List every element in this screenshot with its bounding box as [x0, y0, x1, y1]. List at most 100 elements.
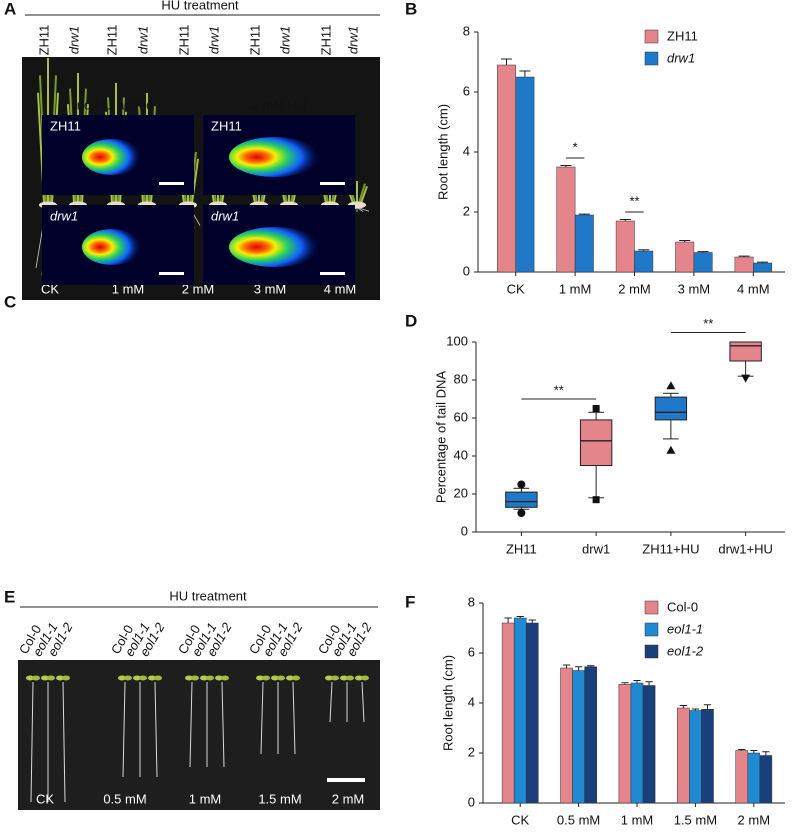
legend-swatch — [644, 29, 659, 44]
y-tick-label: 8 — [468, 594, 475, 609]
column-label: ZH11 — [176, 25, 191, 56]
cotyledon — [331, 675, 339, 681]
cotyledon — [200, 675, 208, 681]
cotyledon — [262, 675, 270, 681]
cotyledon — [191, 675, 199, 681]
root — [189, 681, 193, 768]
root — [329, 681, 333, 723]
legend-swatch — [644, 644, 659, 659]
x-tick-label: 1 mM — [559, 281, 592, 296]
bar — [501, 622, 515, 804]
cotyledon — [154, 675, 162, 681]
x-tick-label: drw1+HU — [718, 541, 773, 556]
photo-label: 1 mM — [112, 281, 145, 296]
y-tick-label: 0 — [461, 523, 468, 538]
y-tick-label: 6 — [468, 644, 475, 659]
x-tick-label: 1.5 mM — [674, 812, 717, 827]
cotyledon — [355, 675, 363, 681]
root — [260, 681, 264, 755]
y-tick-label: 0 — [468, 794, 475, 809]
panel-label: F — [405, 592, 415, 611]
shoot — [358, 183, 366, 204]
y-tick-label: 4 — [468, 694, 475, 709]
cotyledon — [277, 675, 285, 681]
x-tick-label: 2 mM — [738, 812, 771, 827]
panel-label: A — [4, 0, 16, 18]
x-tick-label: 2 mM — [618, 281, 651, 296]
column-label: drw1 — [277, 26, 292, 54]
y-axis-label: Root length (cm) — [440, 655, 455, 751]
comet — [229, 227, 321, 267]
bar — [615, 220, 635, 273]
bar — [701, 709, 714, 804]
root — [361, 681, 365, 723]
photo-label: CK — [36, 791, 54, 806]
root — [122, 681, 126, 778]
x-tick-label: ZH11+HU — [642, 541, 699, 556]
photo-label: 1 mM — [189, 791, 222, 806]
comet — [82, 229, 142, 265]
column-label: ZH11 — [36, 25, 51, 56]
y-tick-label: 20 — [454, 485, 468, 500]
cotyledon — [124, 675, 132, 681]
y-axis-label: Percentage of tail DNA — [433, 371, 448, 504]
root — [292, 681, 296, 755]
comet — [82, 139, 142, 175]
y-axis-label: Root length (cm) — [435, 104, 450, 200]
column-label: ZH11 — [318, 25, 333, 56]
cotyledon — [292, 675, 300, 681]
y-tick-label: 0 — [463, 263, 470, 278]
root — [357, 207, 364, 212]
photo-label: CK — [41, 281, 59, 296]
x-tick-label: CK — [507, 281, 525, 296]
panel-label: D — [405, 311, 417, 330]
x-tick-label: 0.5 mM — [557, 812, 600, 827]
shoot — [191, 158, 199, 204]
scale-bar — [320, 272, 345, 275]
bar — [734, 256, 754, 273]
cotyledon — [62, 675, 70, 681]
column-label: drw1 — [135, 26, 150, 54]
root — [358, 207, 370, 212]
root — [30, 681, 34, 803]
bar — [735, 750, 749, 804]
cell-label: ZH11 — [50, 118, 81, 133]
panel-label: B — [405, 0, 417, 18]
bar — [572, 670, 585, 804]
cotyledon — [340, 675, 348, 681]
cotyledon — [271, 675, 279, 681]
bar — [642, 685, 656, 804]
bar — [513, 617, 527, 804]
x-tick-label: 1 mM — [621, 812, 654, 827]
bar — [618, 684, 632, 804]
column-label: ZH11 — [247, 25, 262, 56]
outlier — [592, 405, 600, 412]
y-tick-label: 4 — [463, 143, 470, 158]
significance-label: ** — [629, 193, 639, 208]
x-tick-label: ZH11 — [506, 541, 537, 556]
photo-label: 3 mM — [254, 281, 287, 296]
bar — [747, 752, 761, 804]
bar — [515, 76, 535, 273]
legend-swatch — [644, 622, 659, 637]
y-tick-label: 2 — [463, 203, 470, 218]
x-tick-label: 3 mM — [678, 281, 711, 296]
root — [221, 681, 225, 768]
scale-bar — [159, 272, 184, 275]
box — [505, 491, 538, 508]
photo-label: 0.5 mM — [103, 791, 146, 806]
x-tick-label: drw1 — [582, 541, 610, 556]
column-title: no HU added — [77, 97, 154, 112]
bar — [675, 241, 695, 273]
column-label: drw1 — [206, 26, 221, 54]
significance-label: ** — [703, 316, 713, 331]
box — [729, 341, 762, 362]
legend-label: ZH11 — [667, 28, 698, 43]
photo — [18, 660, 380, 810]
column-label: drw1 — [345, 26, 360, 54]
outlier — [517, 480, 526, 489]
cotyledon — [139, 675, 147, 681]
column-label: ZH11 — [104, 25, 119, 56]
cell-label: ZH11 — [211, 118, 242, 133]
legend-label: Col-0 — [667, 599, 698, 614]
